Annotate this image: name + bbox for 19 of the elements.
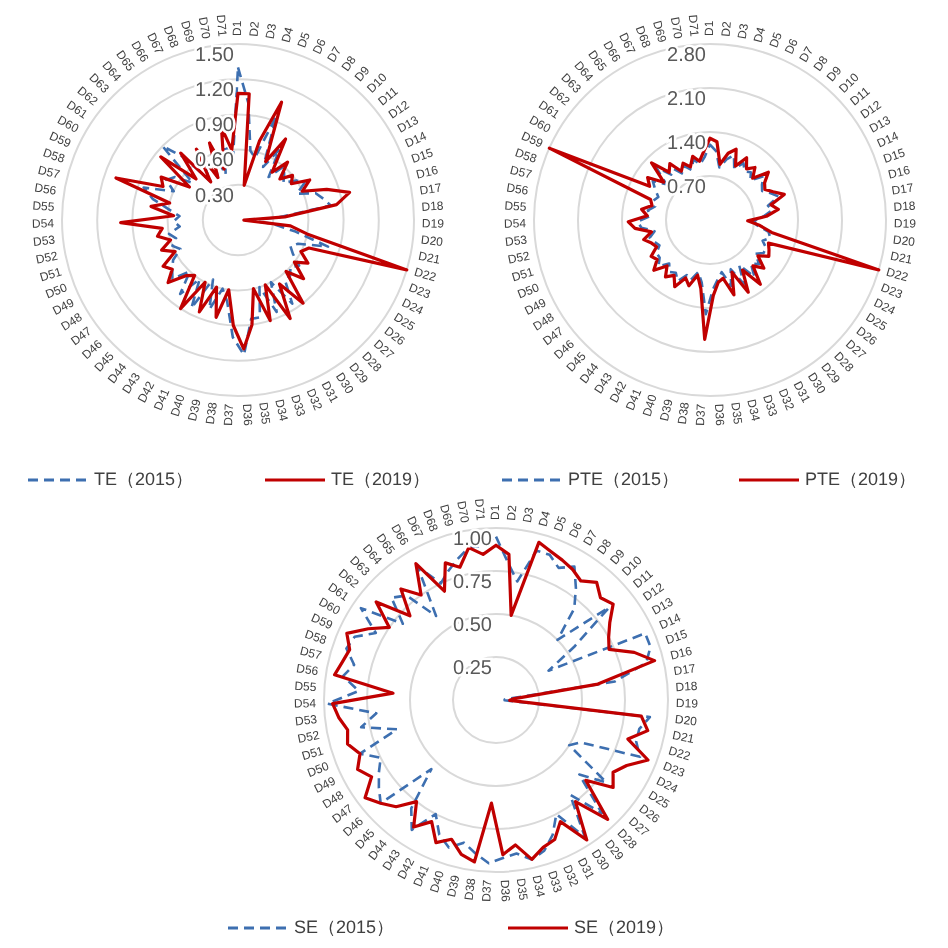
y-tick-label: 2.10 [667, 88, 707, 111]
y-tick-label: 1.40 [667, 132, 707, 155]
y-tick-label: 1.00 [453, 528, 493, 551]
legend-label: TE（2015） [94, 468, 194, 489]
y-tick-label: 0.90 [195, 115, 235, 138]
legend-label: TE（2019） [331, 468, 431, 489]
legend-label: SE（2015） [294, 916, 395, 937]
y-tick-label: 1.20 [195, 80, 235, 103]
y-tick-label: 0.25 [453, 657, 493, 680]
y-tick-label: 1.50 [195, 44, 235, 67]
y-tick-label: 2.80 [667, 44, 707, 67]
legend-label: PTE（2015） [568, 468, 680, 489]
legend-label: PTE（2019） [805, 468, 917, 489]
y-tick-label: 0.60 [195, 150, 235, 173]
y-tick-label: 0.30 [195, 185, 235, 208]
y-tick-label: 0.75 [453, 571, 493, 594]
legend-label: SE（2019） [574, 916, 675, 937]
y-tick-label: 0.70 [667, 176, 707, 199]
y-tick-label: 0.50 [453, 614, 493, 637]
